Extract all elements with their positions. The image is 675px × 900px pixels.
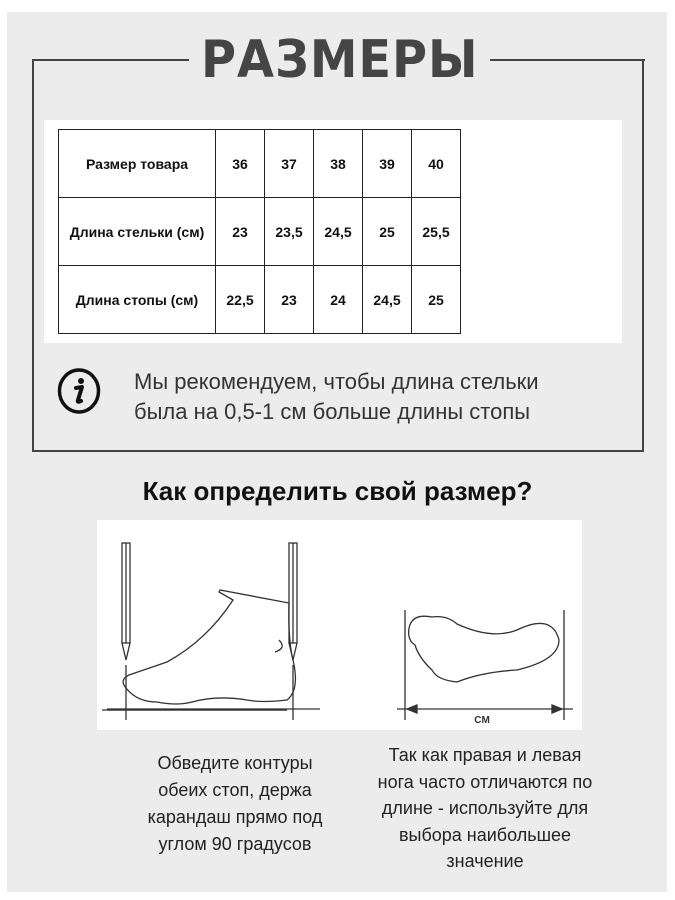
table-cell: 37 xyxy=(264,129,314,198)
caption-line: карандаш прямо под xyxy=(147,807,323,827)
foot-outline-icon xyxy=(407,615,560,683)
recommendation-line: Мы рекомендуем, чтобы длина стельки xyxy=(134,369,539,394)
divider xyxy=(32,59,189,61)
table-cell: 23,5 xyxy=(264,197,314,266)
table-row: Длина стельки (см) 23 23,5 24,5 25 25,5 xyxy=(58,197,461,266)
table-cell: 25 xyxy=(411,265,461,334)
foot-side-icon xyxy=(122,589,297,705)
caption-line: углом 90 градусов xyxy=(158,834,312,854)
right-caption: Так как правая и левая нога часто отлича… xyxy=(350,742,620,875)
pencil-icon xyxy=(121,542,131,661)
size-table: Размер товара 36 37 38 39 40 Длина стель… xyxy=(58,129,461,334)
table-row: Длина стопы (см) 22,5 23 24 24,5 25 xyxy=(58,265,461,334)
table-cell: 25 xyxy=(362,197,412,266)
caption-line: значение xyxy=(446,851,524,871)
table-cell: 23 xyxy=(264,265,314,334)
caption-line: нога часто отличаются по xyxy=(377,771,593,792)
left-caption: Обведите контуры обеих стоп, держа каран… xyxy=(95,750,375,858)
caption-line: обеих стоп, держа xyxy=(158,780,312,800)
unit-label: CM xyxy=(474,715,490,726)
info-icon xyxy=(57,368,101,414)
table-cell: 24,5 xyxy=(313,197,363,266)
frame-border xyxy=(32,60,644,452)
table-cell: 40 xyxy=(411,129,461,198)
table-row: Размер товара 36 37 38 39 40 xyxy=(58,129,461,198)
table-cell: 38 xyxy=(313,129,363,198)
caption-line: Обведите контуры xyxy=(157,753,313,773)
section-heading: Как определить свой размер? xyxy=(142,476,533,506)
divider xyxy=(490,59,645,61)
recommendation-text: Мы рекомендуем, чтобы длина стельки была… xyxy=(134,367,539,427)
table-cell: 24 xyxy=(313,265,363,334)
table-cell: 24,5 xyxy=(362,265,412,334)
table-cell: 23 xyxy=(215,197,265,266)
table-cell: 25,5 xyxy=(411,197,461,266)
table-cell: 22,5 xyxy=(215,265,265,334)
table-cell: 36 xyxy=(215,129,265,198)
recommendation-line: была на 0,5-1 см больше длины стопы xyxy=(134,399,531,424)
foot-measure-drawing: CM xyxy=(102,542,573,726)
measurement-illustration: CM xyxy=(97,520,582,730)
table-cell: 39 xyxy=(362,129,412,198)
caption-line: длине - используйте для xyxy=(381,798,589,818)
row-header: Длина стельки (см) xyxy=(58,197,216,266)
caption-line: выбора наибольшее xyxy=(398,824,572,845)
row-header: Длина стопы (см) xyxy=(58,265,216,334)
row-header: Размер товара xyxy=(58,129,216,198)
caption-line: Так как правая и левая xyxy=(388,745,582,765)
page-title: РАЗМЕРЫ xyxy=(201,30,479,90)
